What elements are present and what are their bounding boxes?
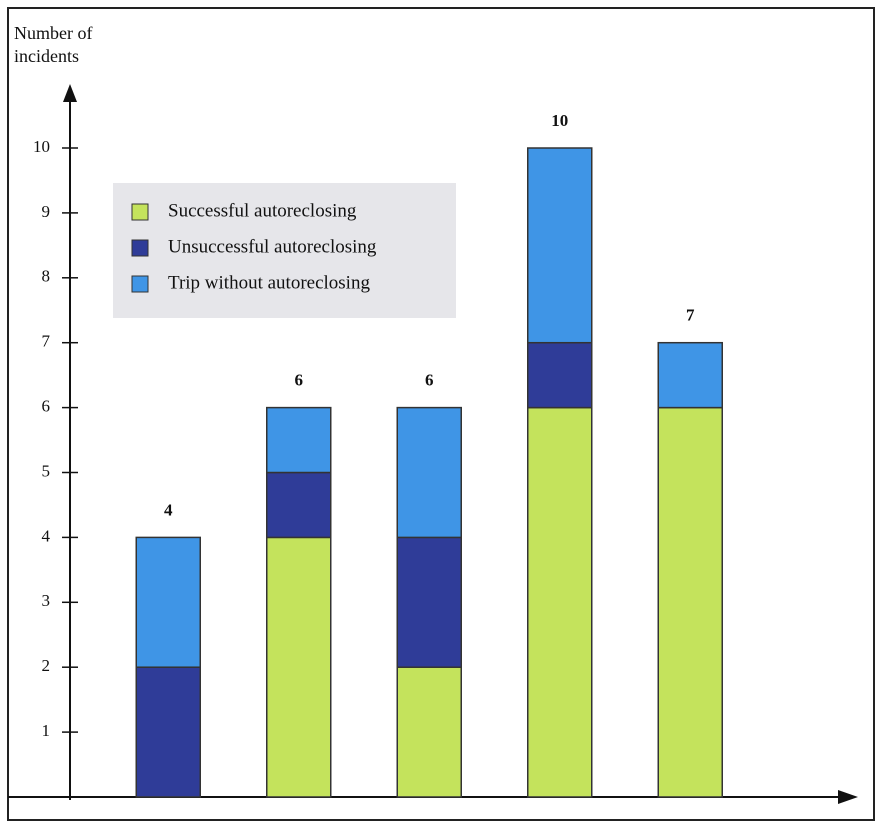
bar-segment <box>527 147 593 344</box>
y-tick-label: 1 <box>42 721 51 740</box>
y-tick-label: 9 <box>42 202 51 221</box>
y-tick-label: 10 <box>33 137 50 156</box>
total-label: 7 <box>686 306 695 325</box>
total-label: 6 <box>425 371 434 390</box>
bar-segment <box>527 406 593 798</box>
bar-segment <box>657 406 723 798</box>
legend-swatch <box>131 203 149 221</box>
bar-segment <box>266 406 332 474</box>
bar-segment <box>657 341 723 409</box>
legend-label: Unsuccessful autoreclosing <box>168 236 377 257</box>
y-tick-label: 4 <box>42 526 51 545</box>
legend-label: Successful autoreclosing <box>168 200 357 221</box>
frame <box>7 7 875 821</box>
legend-box <box>113 183 456 318</box>
y-tick-label: 8 <box>42 267 51 286</box>
bar-segment <box>135 536 201 668</box>
bar-segment <box>396 666 462 798</box>
y-axis-label: Number of incidents <box>14 23 93 66</box>
y-tick-label: 3 <box>42 591 51 610</box>
total-label: 4 <box>164 500 173 519</box>
bar-segment <box>396 536 462 668</box>
total-label: 6 <box>295 371 304 390</box>
bar-segment <box>396 406 462 539</box>
bar-segment <box>527 341 593 409</box>
y-tick-label: 6 <box>42 397 51 416</box>
x-axis-arrow <box>838 790 858 804</box>
bar-segment <box>266 471 332 539</box>
y-tick-label: 5 <box>42 461 51 480</box>
y-tick-label: 2 <box>42 656 51 675</box>
bar-segment <box>135 666 201 798</box>
y-axis-arrow <box>63 84 77 102</box>
legend-swatch <box>131 275 149 293</box>
legend-label: Trip without autoreclosing <box>168 272 370 293</box>
bar-segment <box>266 536 332 798</box>
y-tick-label: 7 <box>42 332 51 351</box>
legend-swatch <box>131 239 149 257</box>
total-label: 10 <box>551 111 568 130</box>
